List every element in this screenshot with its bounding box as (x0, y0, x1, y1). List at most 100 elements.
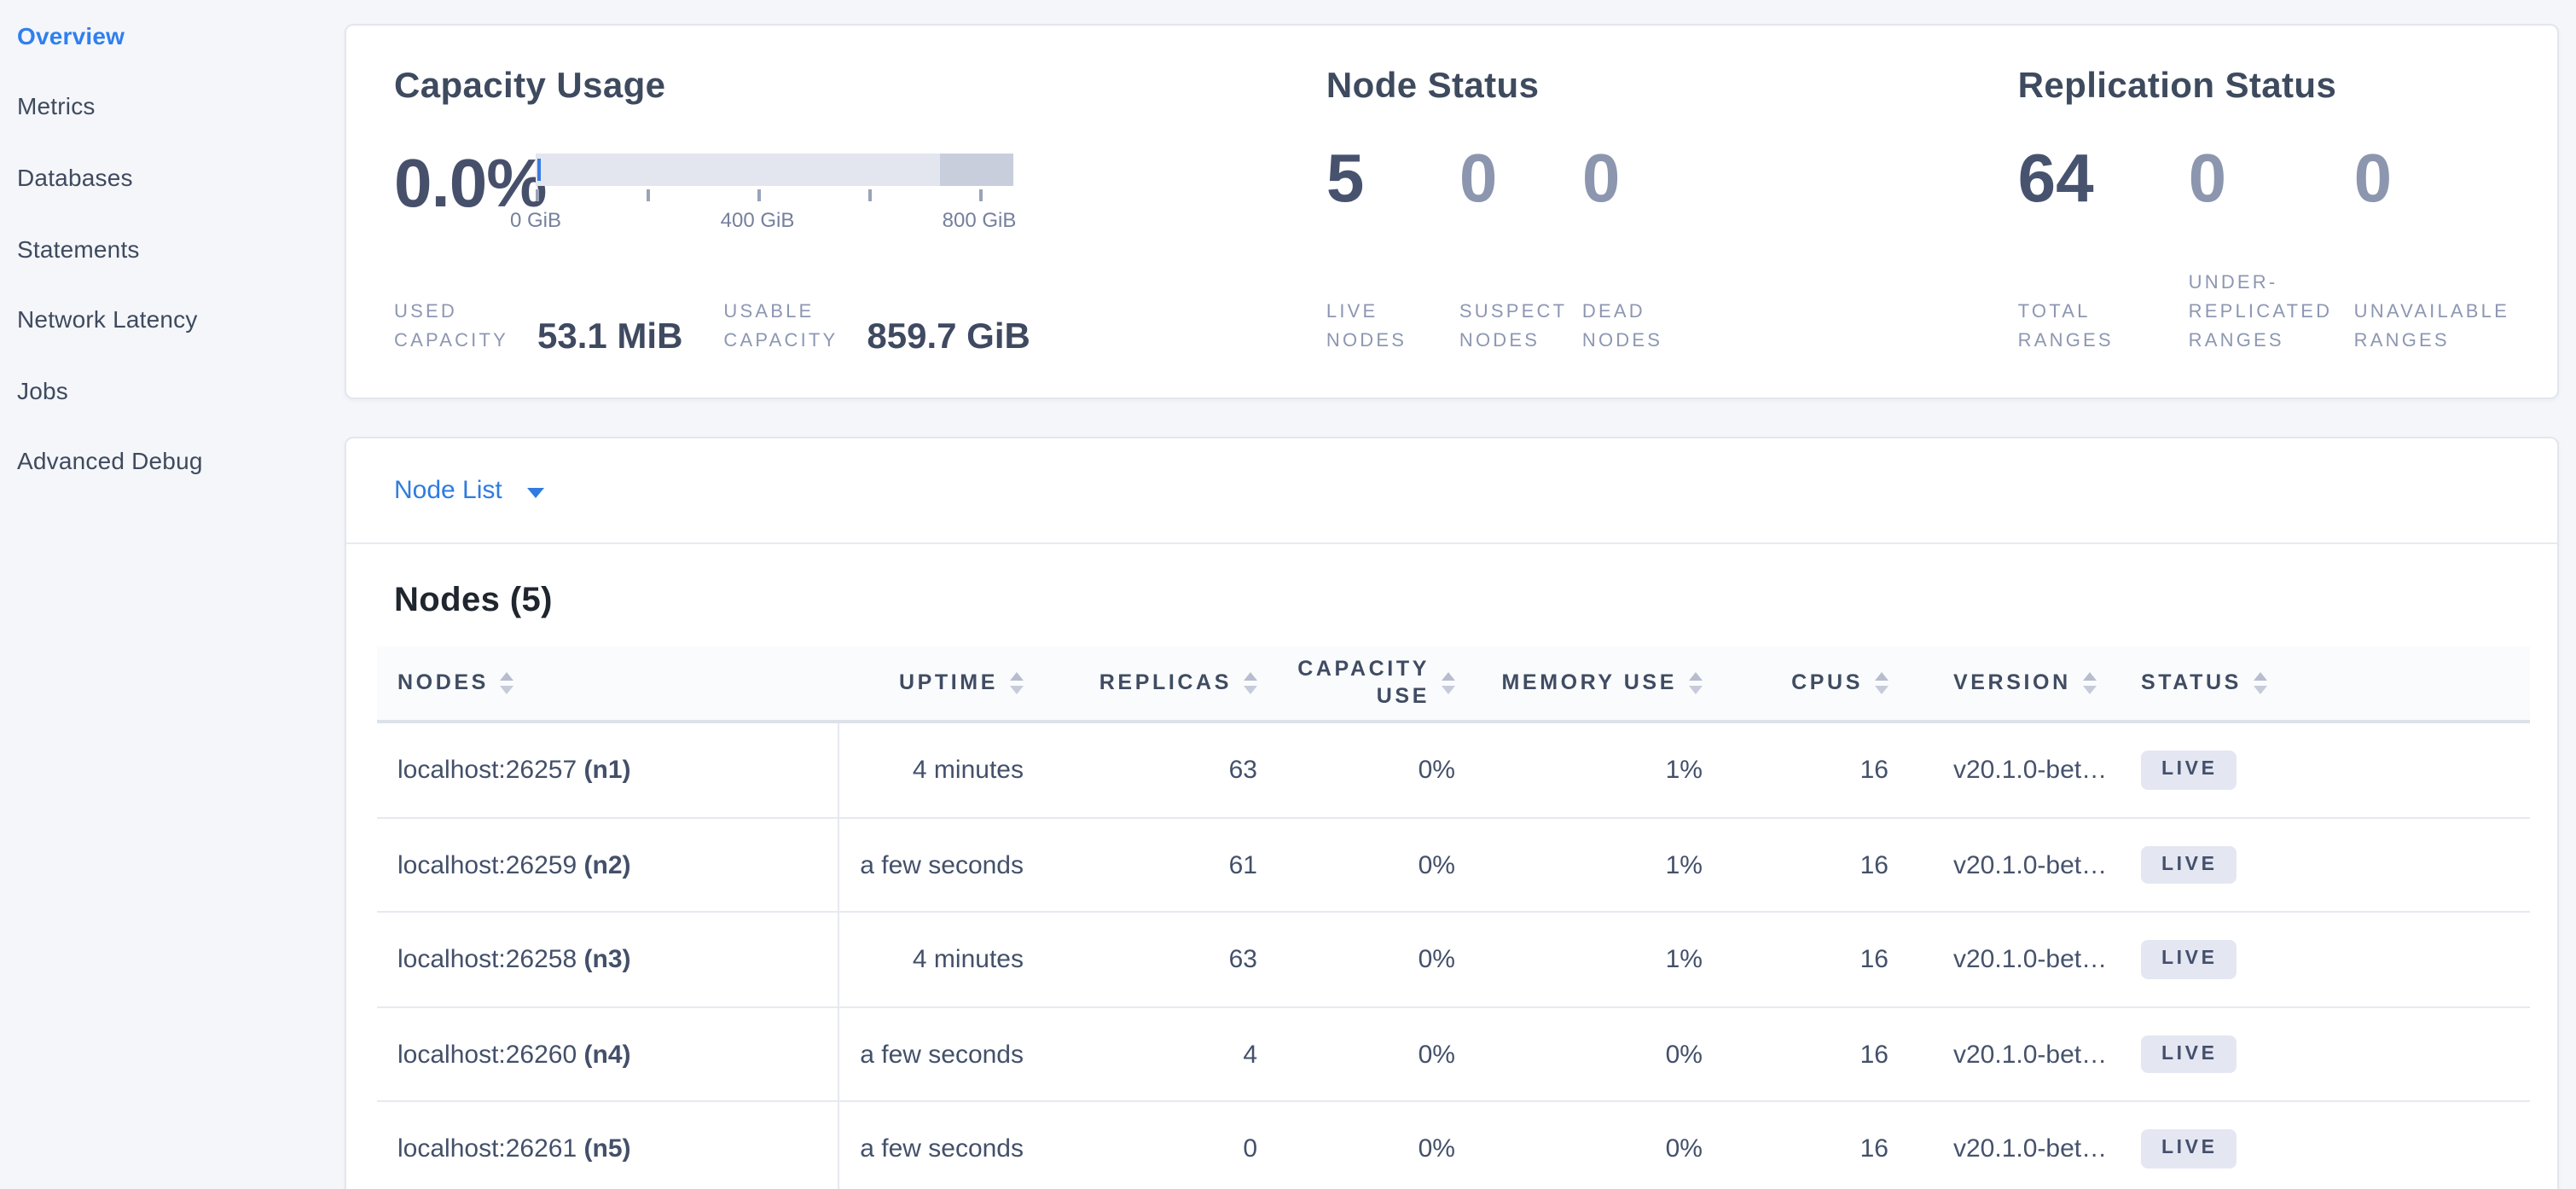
sidebar-item-network-latency[interactable]: Network Latency (17, 305, 198, 334)
stat-value: 64 (2017, 142, 2094, 217)
uptime-cell: 4 minutes (838, 912, 1037, 1008)
node-address-cell[interactable]: localhost:26259 (n2) (377, 817, 838, 914)
capacity-use-cell: 0% (1271, 912, 1469, 1008)
axis-tick (647, 189, 649, 201)
status-cell: LIVE (2124, 1006, 2530, 1103)
replication-status-section: Replication Status 64 TOTAL RANGES 0 UNDER-… (2018, 67, 2509, 357)
node-row-n2[interactable]: localhost:26259 (n2) a few seconds 61 0% 1% 1… (377, 817, 2530, 914)
capacity-percent: 0.0% (394, 147, 547, 222)
column-label: STATUS (2141, 670, 2242, 694)
sort-carets-icon (1875, 672, 1888, 694)
sidebar-item-databases[interactable]: Databases (17, 163, 133, 191)
sort-carets-icon (1010, 672, 1024, 694)
sort-carets-icon (1442, 672, 1455, 694)
sidebar-item-advanced-debug[interactable]: Advanced Debug (17, 447, 203, 475)
version-cell: v20.1.0-bet… (1902, 722, 2124, 819)
stat-label: LIVE NODES (1326, 301, 1407, 351)
axis-tick (536, 189, 538, 201)
replication-status-stats: 64 TOTAL RANGES 0 UNDER- REPLICATED RANGES 0… (2018, 145, 2509, 357)
stat-under-replicated-ranges: 0 UNDER- REPLICATED RANGES (2189, 145, 2354, 357)
uptime-cell: a few seconds (838, 1006, 1037, 1103)
status-cell: LIVE (2124, 817, 2530, 914)
memory-use-cell: 0% (1469, 1006, 1716, 1103)
column-header-cpus[interactable]: CPUS (1716, 647, 1902, 724)
stat-suspect-nodes: 0 SUSPECT NODES (1459, 145, 1582, 357)
capacity-use-cell: 0% (1271, 722, 1469, 819)
node-id: (n2) (583, 850, 631, 879)
capacity-used-marker (537, 159, 541, 181)
axis-tick (979, 189, 982, 201)
node-row-n3[interactable]: localhost:26258 (n3) 4 minutes 63 0% 1% 16 v20… (377, 912, 2530, 1008)
stat-unavailable-ranges: 0 UNAVAILABLE RANGES (2354, 145, 2509, 357)
column-label: VERSION (1953, 670, 2071, 694)
sort-carets-icon (1689, 672, 1703, 694)
column-label: MEMORY USE (1501, 670, 1677, 694)
capacity-stat-value: 859.7 GiB (867, 317, 1030, 357)
stat-value: 0 (2188, 142, 2227, 217)
memory-use-cell: 1% (1469, 817, 1716, 914)
node-id: (n5) (583, 1134, 631, 1163)
node-row-n1[interactable]: localhost:26257 (n1) 4 minutes 63 0% 1% 16 v20… (377, 722, 2530, 819)
capacity-use-cell: 0% (1271, 1006, 1469, 1103)
memory-use-cell: 1% (1469, 912, 1716, 1008)
stat-label: SUSPECT NODES (1459, 301, 1568, 351)
node-status-title: Node Status (1326, 67, 1540, 106)
capacity-gauge-dark-segment (940, 154, 1013, 186)
column-header-capacity-use[interactable]: CAPACITY USE (1271, 647, 1469, 724)
version-cell: v20.1.0-bet… (1902, 1006, 2124, 1103)
stat-dead-nodes: 0 DEAD NODES (1582, 145, 1662, 357)
replicas-cell: 63 (1037, 722, 1271, 819)
node-row-n4[interactable]: localhost:26260 (n4) a few seconds 4 0% 0% 16… (377, 1006, 2530, 1103)
column-header-memory-use[interactable]: MEMORY USE (1469, 647, 1716, 724)
version-cell: v20.1.0-bet… (1902, 912, 2124, 1008)
column-header-uptime[interactable]: UPTIME (838, 647, 1037, 724)
node-address: localhost:26258 (397, 945, 584, 974)
stat-live-nodes: 5 LIVE NODES (1326, 145, 1459, 357)
column-header-status[interactable]: STATUS (2124, 647, 2530, 724)
nodes-table-body: localhost:26257 (n1) 4 minutes 63 0% 1% 16 v20… (377, 722, 2530, 1189)
sort-carets-icon (500, 672, 514, 694)
node-address-cell[interactable]: localhost:26261 (n5) (377, 1101, 838, 1189)
axis-tick-label: 0 GiB (509, 208, 562, 232)
node-row-n5[interactable]: localhost:26261 (n5) a few seconds 0 0% 0% 16… (377, 1101, 2530, 1189)
node-address-cell[interactable]: localhost:26260 (n4) (377, 1006, 838, 1103)
capacity-stat-label: USABLE CAPACITY (723, 301, 838, 351)
sidebar-item-metrics[interactable]: Metrics (17, 92, 96, 120)
column-header-replicas[interactable]: REPLICAS (1037, 647, 1271, 724)
cluster-summary-card: Capacity Usage 0.0% 0 GiB 400 GiB 800 GiB … (345, 24, 2559, 399)
sort-carets-icon (2082, 672, 2097, 694)
memory-use-cell: 1% (1469, 722, 1716, 819)
node-address: localhost:26257 (397, 756, 584, 785)
cpus-cell: 16 (1716, 1006, 1902, 1103)
status-badge: LIVE (2141, 1035, 2237, 1074)
sidebar-item-statements[interactable]: Statements (17, 235, 140, 263)
node-id: (n3) (583, 945, 631, 974)
column-header-nodes[interactable]: NODES (377, 647, 838, 724)
cpus-cell: 16 (1716, 1101, 1902, 1189)
axis-tick-label: 800 GiB (942, 208, 1017, 232)
status-badge: LIVE (2141, 1129, 2237, 1169)
main-content: Capacity Usage 0.0% 0 GiB 400 GiB 800 GiB … (345, 24, 2559, 1189)
node-address-cell[interactable]: localhost:26258 (n3) (377, 912, 838, 1008)
capacity-use-cell: 0% (1271, 817, 1469, 914)
sort-carets-icon (2253, 672, 2267, 694)
cpus-cell: 16 (1716, 817, 1902, 914)
capacity-axis-ticks (536, 189, 1013, 203)
cpus-cell: 16 (1716, 912, 1902, 1008)
sidebar-item-jobs[interactable]: Jobs (17, 376, 68, 404)
cpus-cell: 16 (1716, 722, 1902, 819)
sidebar-item-overview[interactable]: Overview (17, 21, 125, 49)
node-list-dropdown[interactable]: Node List (346, 438, 2557, 544)
node-list-dropdown-label: Node List (394, 476, 502, 505)
node-address: localhost:26259 (397, 850, 584, 879)
stat-value: 0 (1459, 142, 1498, 217)
sidebar-nav: Overview Metrics Databases Statements Networ… (0, 0, 345, 496)
column-header-version[interactable]: VERSION (1902, 647, 2124, 724)
node-address-cell[interactable]: localhost:26257 (n1) (377, 722, 838, 819)
nodes-count-heading: Nodes (5) (394, 582, 553, 619)
node-address: localhost:26260 (397, 1040, 584, 1069)
node-id: (n1) (583, 756, 631, 785)
replicas-cell: 4 (1037, 1006, 1271, 1103)
memory-use-cell: 0% (1469, 1101, 1716, 1189)
